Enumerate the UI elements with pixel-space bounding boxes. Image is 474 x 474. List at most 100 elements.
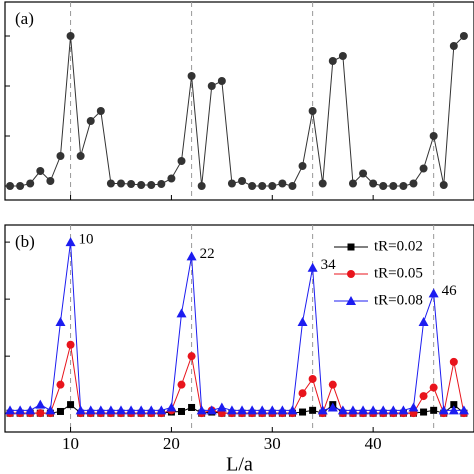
data-point [247,405,258,415]
x-tick-label: 10 [62,434,79,453]
data-point [389,182,398,190]
data-point [379,182,388,190]
data-point [268,182,277,190]
data-point [347,405,358,415]
legend-marker [347,270,355,278]
x-tick-label: 20 [163,434,180,453]
data-point [67,401,75,409]
series-line [10,35,465,187]
data-point [86,117,95,125]
data-point [449,42,458,50]
data-point [66,32,75,40]
data-point [448,405,459,415]
data-point [408,402,419,412]
data-point [368,405,379,415]
data-point [298,162,307,170]
data-point [217,77,226,85]
data-point [298,389,307,398]
data-point [398,405,409,415]
data-point [216,402,227,412]
data-point [127,180,136,188]
legend-label: tR=0.08 [374,292,423,308]
plot-frame [4,224,474,433]
data-point [36,167,45,175]
data-point [36,409,45,418]
data-point [186,251,197,261]
data-point [238,177,247,185]
data-point [188,403,196,411]
data-point [187,352,196,361]
data-point [76,152,85,160]
data-point [399,182,408,190]
data-point [328,57,337,65]
data-point [16,182,25,190]
data-point [207,82,216,90]
data-point [206,405,217,415]
data-point [369,179,378,188]
data-point [178,407,186,415]
legend-label: tR=0.02 [374,238,423,254]
data-point [278,179,287,188]
legend-label: tR=0.05 [374,265,423,281]
panel-label: (b) [15,232,35,251]
data-point [66,340,75,349]
data-point [307,262,318,272]
data-point [105,405,116,415]
annotation: 34 [321,257,337,273]
data-point [65,237,76,247]
data-point [56,380,65,389]
annotation: 46 [442,283,458,299]
data-point [338,52,347,60]
data-point [116,179,125,188]
data-point [458,405,469,415]
data-point [359,169,368,178]
data-point [226,405,237,415]
series-line [10,242,464,412]
x-axis-label: L/a [226,454,253,474]
data-point [327,402,338,412]
data-point [136,405,147,415]
data-point [15,405,26,415]
data-point [166,402,177,412]
data-point [146,405,157,415]
data-point [248,182,257,190]
data-point [56,407,64,415]
data-point [196,405,207,415]
data-point [309,406,317,414]
data-point [257,405,268,415]
data-point [409,179,418,188]
data-point [428,288,439,298]
data-point [419,392,428,401]
data-point [46,177,55,185]
data-point [429,383,438,392]
data-point [308,107,317,115]
panel-label: (a) [15,9,34,28]
data-point [348,179,357,188]
data-point [267,405,278,415]
legend-marker [346,296,356,305]
data-point [449,357,458,366]
data-point [137,181,146,189]
annotation: 10 [79,232,94,248]
data-point [177,157,186,165]
data-point [106,179,115,188]
data-point [177,380,186,389]
data-point [277,405,288,415]
data-point [85,405,96,415]
data-point [287,405,298,415]
data-point [75,405,86,415]
x-tick-label: 40 [365,434,382,453]
data-point [388,405,399,415]
annotation: 22 [200,246,215,262]
data-point [258,182,267,190]
data-point [439,181,448,189]
data-point [317,405,328,415]
data-point [297,316,308,326]
data-point [438,405,449,415]
data-point [176,308,187,318]
series-line [10,344,465,415]
data-point [95,405,106,415]
data-point [237,405,248,415]
data-point [5,405,16,415]
